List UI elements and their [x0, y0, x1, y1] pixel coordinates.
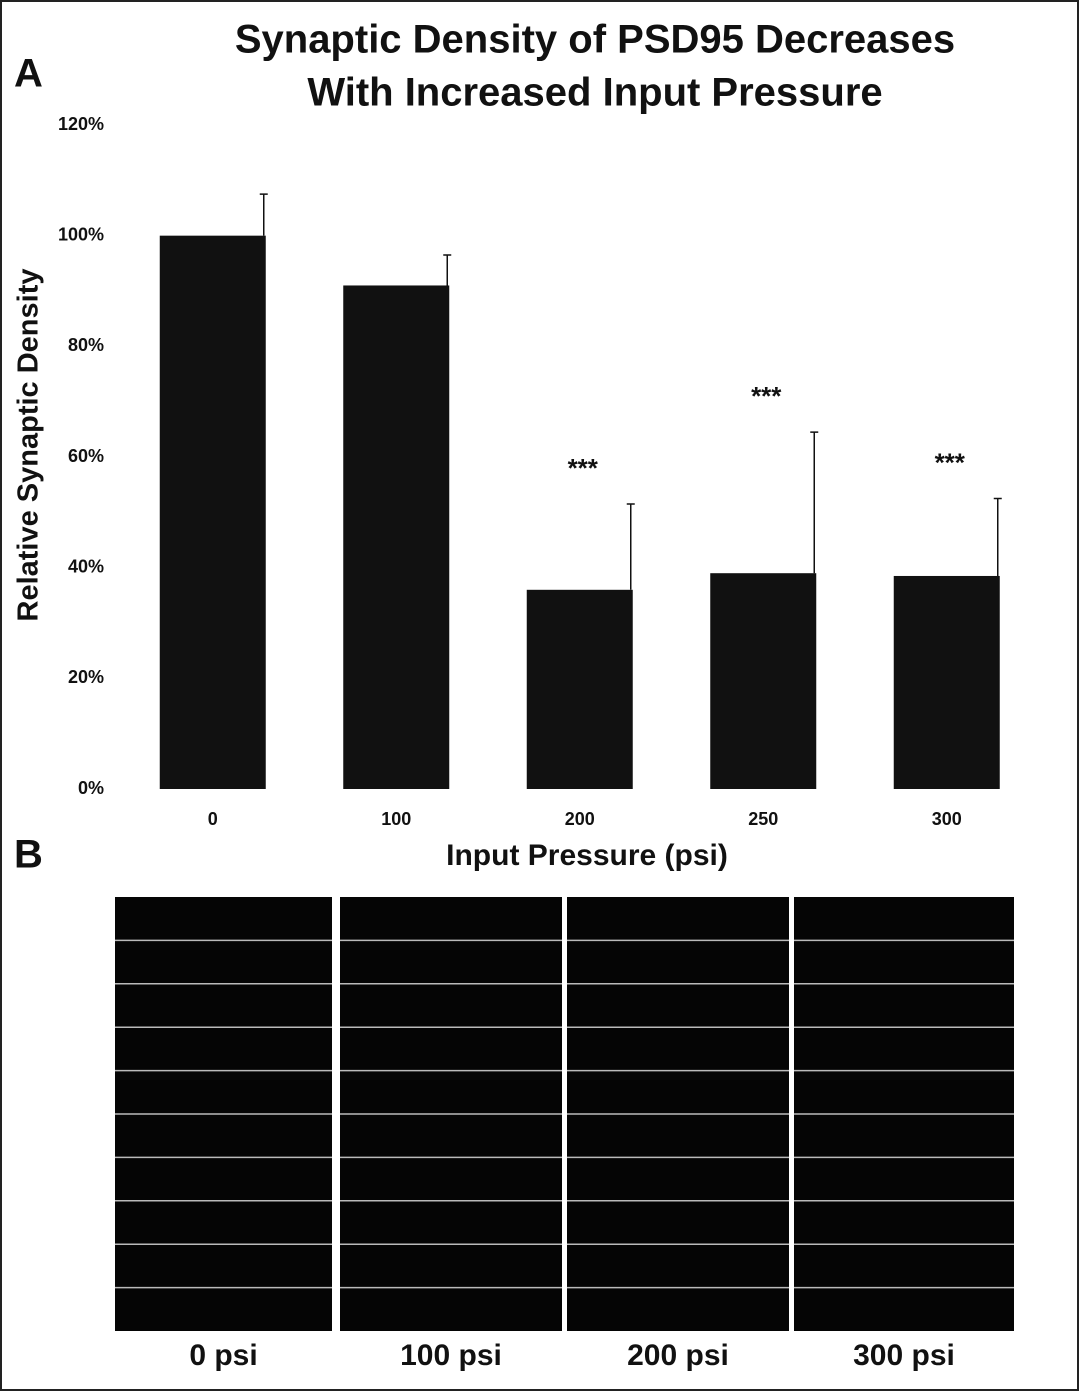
panel-label: A [14, 52, 43, 96]
chart-title: Synaptic Density of PSD95 Decreases [235, 18, 955, 62]
error-bar [810, 432, 818, 573]
figure: Synaptic Density of PSD95 Decreases With… [0, 0, 1080, 1392]
y-tick-label: 60% [68, 446, 104, 466]
panel-label: B [14, 833, 43, 877]
y-tick-label: 40% [68, 556, 104, 576]
bar [894, 576, 1000, 789]
error-bar [260, 194, 268, 236]
y-tick-label: 100% [58, 224, 104, 244]
y-tick-label: 20% [68, 667, 104, 687]
image-label: 300 psi [853, 1339, 955, 1372]
error-bar [994, 499, 1002, 576]
y-tick-label: 0% [78, 778, 104, 798]
y-tick-label: 80% [68, 335, 104, 355]
x-tick-label: 250 [748, 809, 778, 829]
significance-marker: *** [568, 453, 599, 483]
x-tick-label: 0 [208, 809, 218, 829]
x-tick-label: 200 [565, 809, 595, 829]
y-tick-label: 120% [58, 114, 104, 134]
bar [527, 590, 633, 789]
chart-title: With Increased Input Pressure [307, 71, 882, 115]
bar [343, 285, 449, 789]
x-axis-label: Input Pressure (psi) [446, 839, 728, 872]
error-bar [627, 504, 635, 590]
image-label: 200 psi [627, 1339, 729, 1372]
error-bar [443, 255, 451, 285]
y-axis-label: Relative Synaptic Density [13, 269, 45, 622]
significance-marker: *** [751, 381, 782, 411]
image-label: 100 psi [400, 1339, 502, 1372]
x-tick-label: 100 [381, 809, 411, 829]
significance-marker: *** [935, 447, 966, 477]
image-label: 0 psi [189, 1339, 257, 1372]
bar [160, 236, 266, 789]
x-tick-label: 300 [932, 809, 962, 829]
bar [710, 573, 816, 789]
